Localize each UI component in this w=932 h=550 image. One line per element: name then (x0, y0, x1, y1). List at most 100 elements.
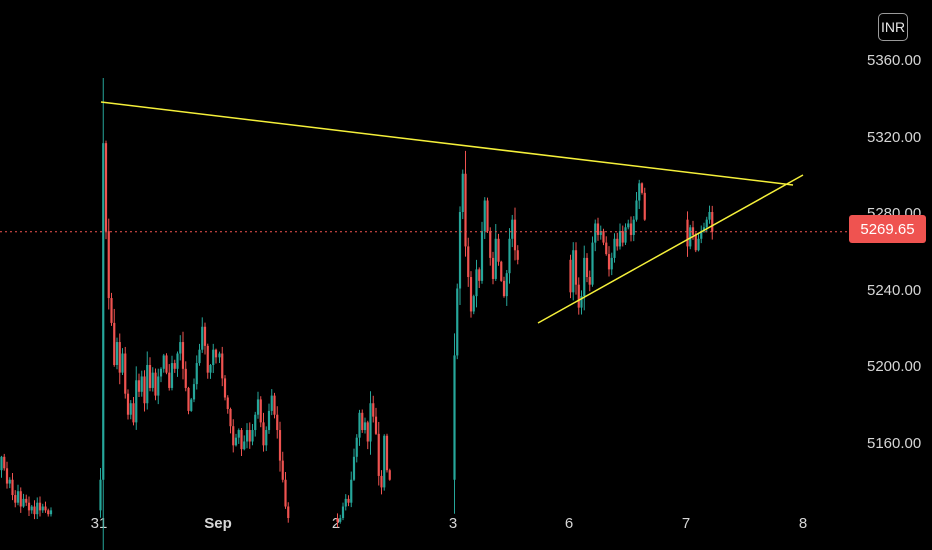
candle-body (605, 242, 608, 255)
candle-body (284, 479, 287, 507)
candle-body (115, 342, 119, 365)
candle-body (126, 393, 130, 415)
candle-body (99, 479, 102, 511)
x-tick-label: 31 (91, 515, 108, 532)
candle-body (251, 430, 254, 442)
candle-body (256, 399, 260, 415)
candle-body (102, 143, 105, 480)
candle-body (475, 269, 478, 297)
x-axis-labels: 31 Sep 2 3 6 7 8 (91, 515, 808, 532)
candle-body (195, 363, 198, 385)
candle-body (273, 395, 276, 415)
candle-body (483, 200, 486, 232)
candle-body (580, 296, 583, 308)
candle-body (176, 353, 179, 369)
upper-trendline[interactable] (100, 101, 794, 186)
candle-body (377, 433, 380, 476)
candle-body (148, 365, 152, 388)
y-axis-labels: 5360.00 5320.00 5280.00 5240.00 5200.00 … (867, 52, 921, 452)
candle-body (0, 456, 3, 471)
candle-body (5, 468, 9, 484)
candle-body (203, 326, 207, 346)
candle-body (599, 231, 602, 235)
candle-body (245, 430, 249, 442)
candle-body (618, 231, 622, 247)
candle-body (173, 363, 176, 369)
x-tick-label: 8 (799, 515, 807, 532)
candle-body (453, 355, 456, 480)
candle-body (221, 353, 224, 379)
trendlines-group[interactable] (100, 101, 804, 324)
candle-body (121, 353, 124, 373)
candle-body (143, 376, 146, 404)
candle-body (262, 422, 265, 446)
lower-trendline[interactable] (537, 174, 804, 324)
candle-body (278, 430, 282, 461)
candle-body (132, 403, 135, 423)
candle-body (22, 498, 25, 507)
candle-body (708, 212, 711, 220)
candle-body (640, 183, 644, 193)
candle-body (159, 368, 163, 377)
candle-body (104, 143, 108, 232)
candle-body (226, 397, 229, 409)
candle-body (358, 412, 361, 438)
candle-body (374, 416, 378, 434)
candle-body (613, 238, 616, 258)
candle-body (30, 506, 33, 511)
x-tick-label: 7 (682, 515, 690, 532)
candle-body (336, 518, 339, 522)
candle-body (355, 437, 358, 457)
candle-body (472, 296, 475, 312)
candle-body (201, 326, 204, 350)
candle-body (629, 223, 633, 235)
candle-body (596, 223, 600, 235)
candle-body (198, 349, 201, 364)
candle-body (151, 372, 154, 388)
candle-body (461, 173, 464, 212)
candle-body (347, 498, 350, 503)
candle-body (456, 288, 459, 356)
candle-body (162, 355, 165, 369)
candle-body (627, 223, 630, 228)
candle-body (168, 372, 171, 388)
candle-body (341, 506, 345, 518)
candle-body (25, 498, 28, 503)
candle-body (361, 412, 364, 431)
currency-badge[interactable]: INR (878, 13, 908, 41)
candle-body (569, 259, 572, 293)
candle-body (170, 363, 174, 388)
candle-body (697, 238, 700, 251)
candle-body (118, 342, 121, 373)
y-tick-label: 5200.00 (867, 358, 921, 375)
candle-body (287, 506, 290, 518)
x-tick-label: 3 (449, 515, 457, 532)
candle-body (385, 435, 389, 471)
candle-body (27, 502, 31, 511)
candle-body (624, 227, 627, 243)
candle-body (8, 479, 11, 484)
candle-body (248, 430, 251, 442)
candle-body (610, 257, 613, 270)
candle-body (711, 212, 714, 232)
candle-body (372, 403, 375, 417)
candle-body (223, 378, 227, 398)
candle-body (36, 502, 39, 515)
candle-body (129, 403, 132, 415)
candle-body (350, 479, 353, 503)
x-tick-label: 2 (332, 515, 340, 532)
candle-body (585, 257, 589, 278)
candle-body (181, 342, 185, 369)
candle-body (179, 342, 182, 354)
candle-body (638, 183, 641, 201)
candle-body (19, 491, 22, 507)
candle-body (47, 510, 50, 515)
y-tick-label: 5360.00 (867, 52, 921, 69)
candle-body (243, 441, 246, 450)
candle-body (480, 231, 484, 281)
y-tick-label: 5240.00 (867, 282, 921, 299)
candle-body (458, 212, 462, 289)
y-tick-label: 5320.00 (867, 129, 921, 146)
candle-body (240, 430, 243, 450)
